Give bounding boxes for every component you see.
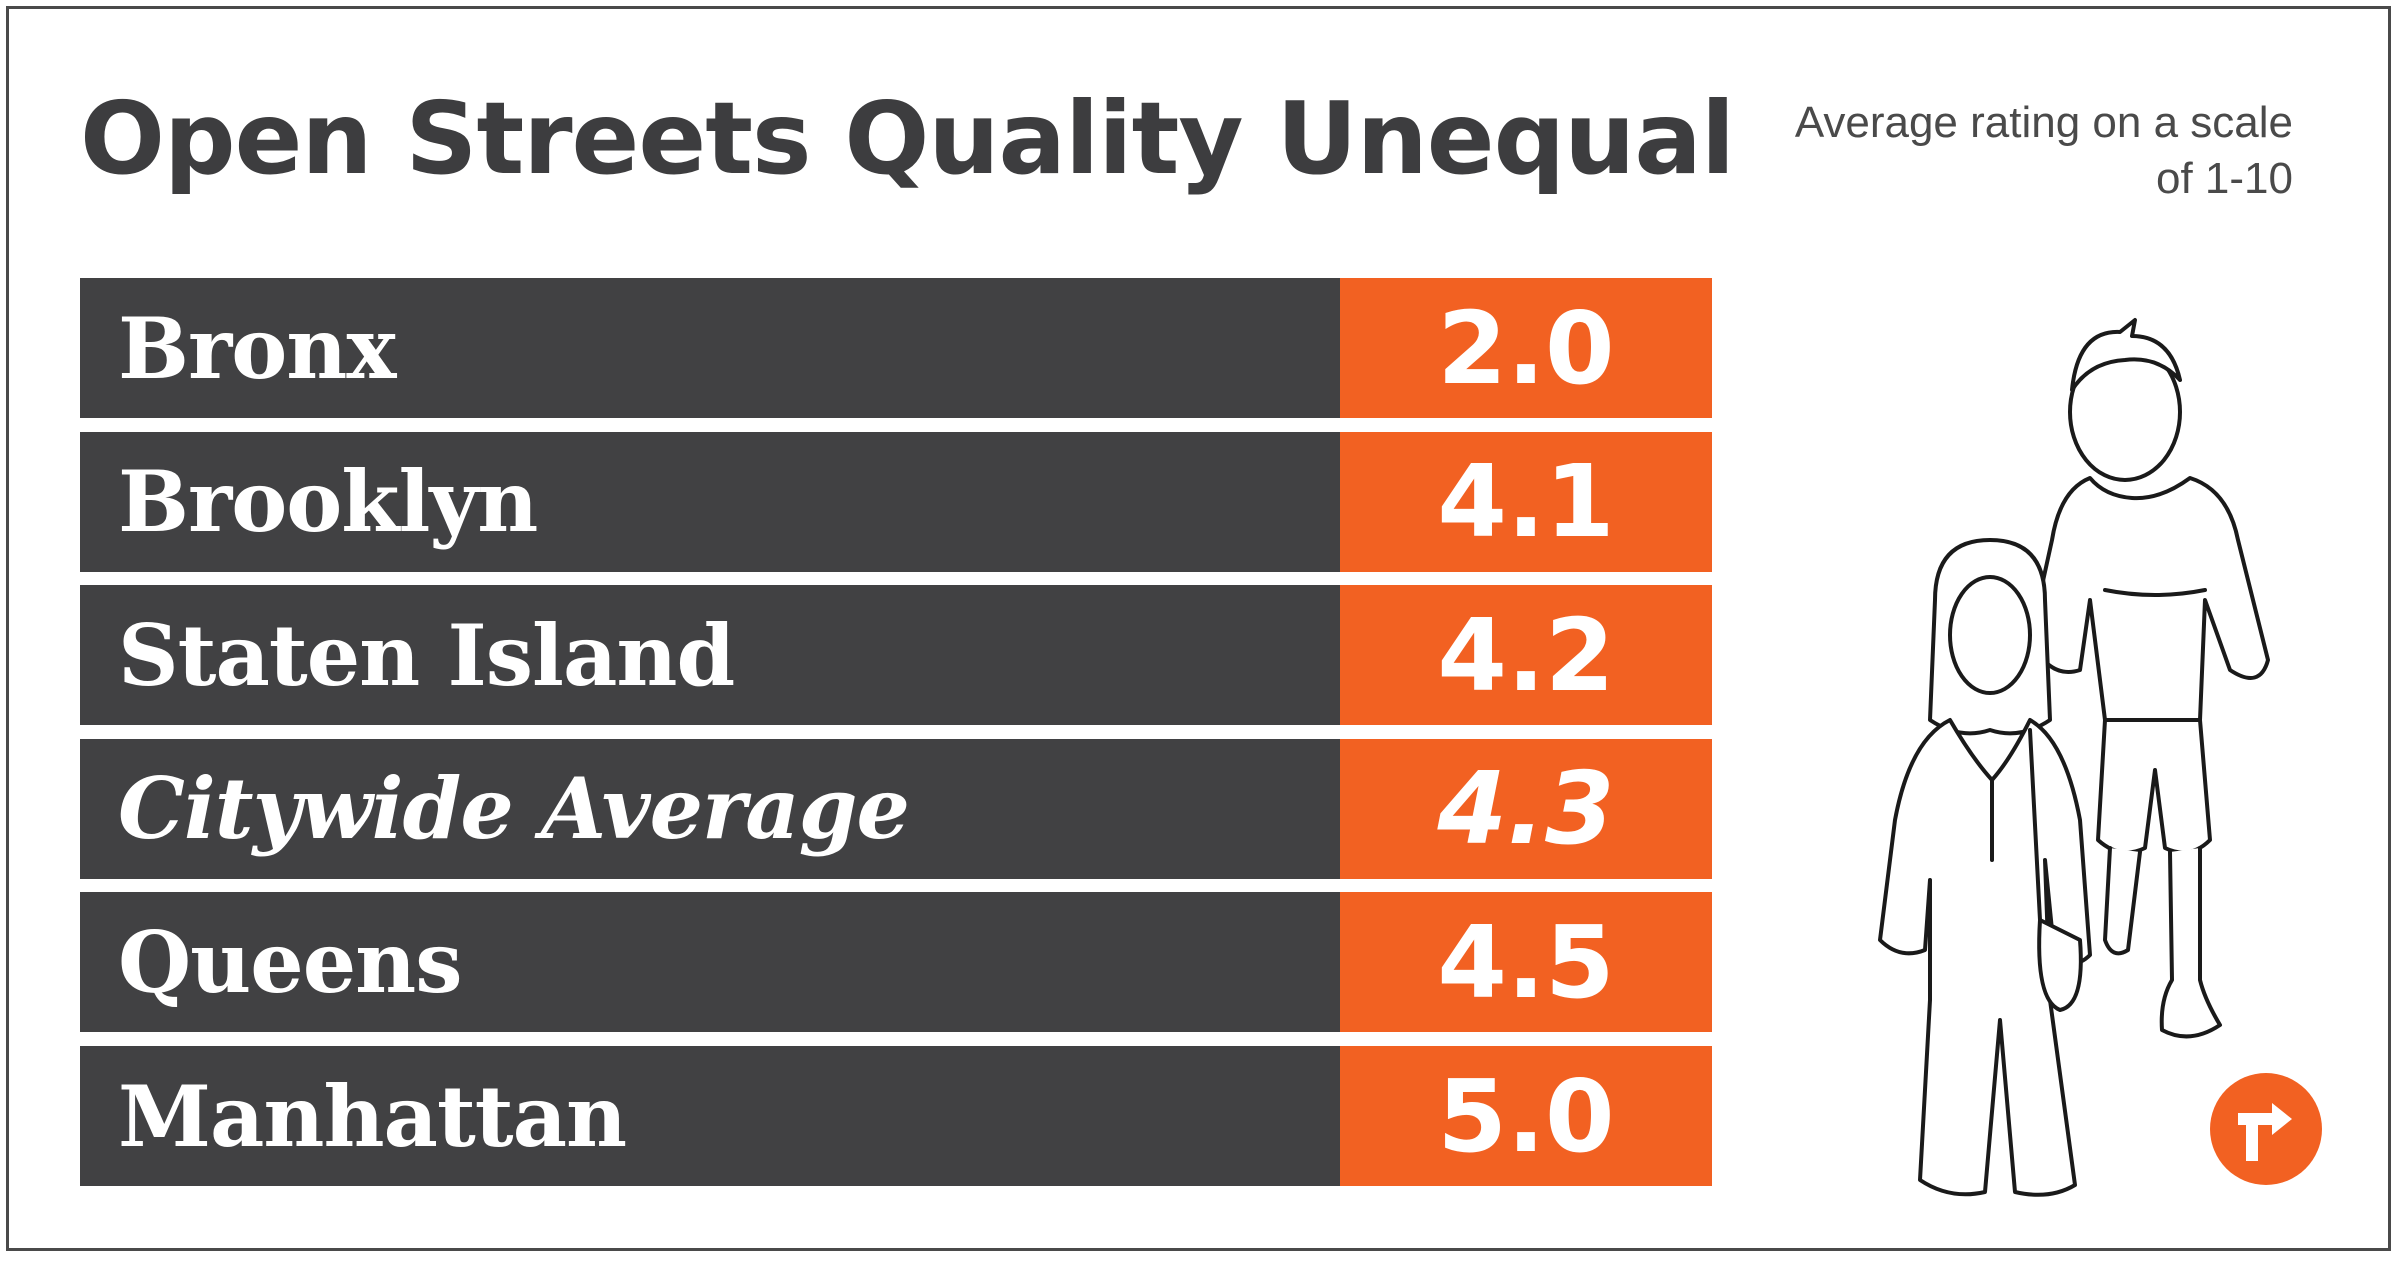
bar-value: 4.5 — [1340, 892, 1712, 1033]
runner-torso — [2028, 476, 2270, 722]
bar-label: Manhattan — [80, 1046, 1340, 1186]
runner-shorts — [2096, 718, 2212, 855]
runner-leg-right — [2159, 846, 2222, 1039]
bar-value: 4.2 — [1340, 585, 1712, 726]
bar-value: 2.0 — [1340, 278, 1712, 418]
runner-leg-left — [2103, 846, 2142, 956]
bar-list: Bronx 2.0 Brooklyn 4.1 Staten Island 4.2 Cityw… — [80, 278, 1712, 1186]
bar-row-staten-island: Staten Island 4.2 — [80, 585, 1712, 726]
bar-row-citywide-average: Citywide Average 4.3 — [80, 738, 1712, 879]
bar-value: 4.3 — [1340, 738, 1712, 879]
bar-row-manhattan: Manhattan 5.0 — [80, 1046, 1712, 1186]
bar-row-bronx: Bronx 2.0 — [80, 278, 1712, 418]
bar-row-brooklyn: Brooklyn 4.1 — [80, 431, 1712, 572]
walker-bag — [2037, 918, 2083, 1012]
bar-label: Citywide Average — [80, 738, 1340, 879]
walker-head — [1948, 575, 2032, 695]
chart-title: Open Streets Quality Unequal — [80, 80, 1735, 197]
pedestrians-illustration — [1878, 318, 2270, 1197]
bar-row-queens: Queens 4.5 — [80, 892, 1712, 1033]
bar-value: 4.1 — [1340, 431, 1712, 572]
chart-subtitle: Average rating on a scale of 1-10 — [1794, 98, 2293, 203]
bar-value: 5.0 — [1340, 1046, 1712, 1186]
bar-label: Bronx — [80, 278, 1340, 418]
runner-hair — [2070, 318, 2182, 392]
bar-label: Queens — [80, 892, 1340, 1033]
bar-label: Staten Island — [80, 585, 1340, 726]
bar-label: Brooklyn — [80, 431, 1340, 572]
turn-arrow-logo-icon — [2210, 1073, 2322, 1185]
